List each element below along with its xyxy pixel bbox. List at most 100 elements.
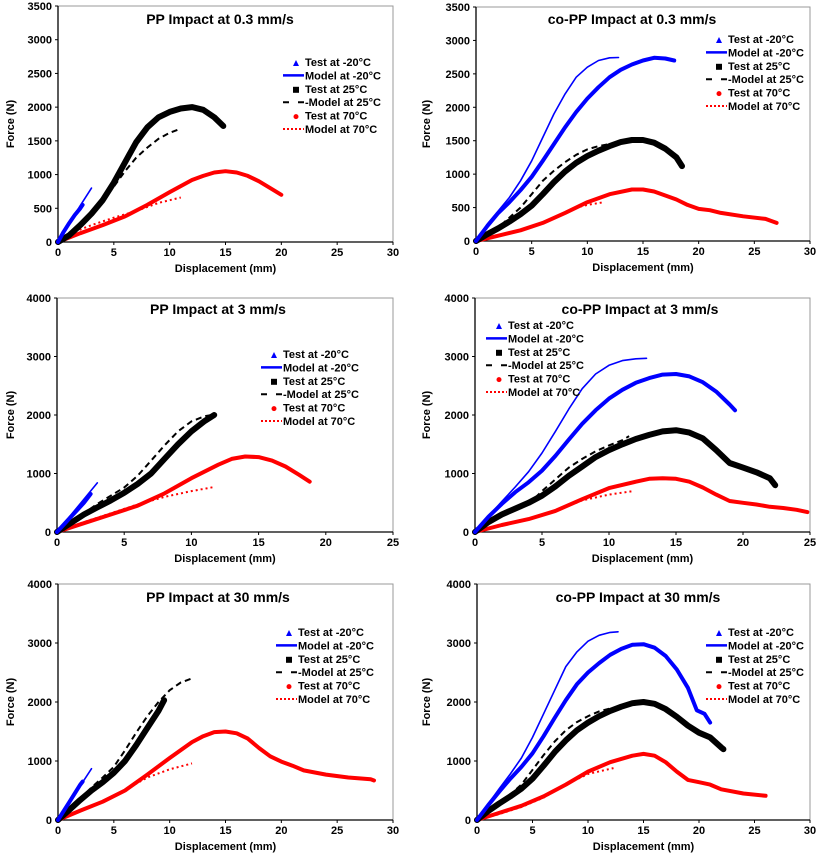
y-tick-label: 2000 xyxy=(28,102,52,114)
x-tick-label: 20 xyxy=(737,537,749,549)
legend-label: Test at 25°C xyxy=(728,654,790,666)
legend-item: Model at -20°C xyxy=(486,333,584,345)
y-tick-label: 3000 xyxy=(446,35,470,47)
legend-marker-square xyxy=(716,656,722,663)
legend-marker-dot xyxy=(271,406,277,412)
legend-item: Test at 70°C xyxy=(286,681,360,693)
y-tick-label: 2000 xyxy=(445,410,469,422)
legend-item: Model at -20°C xyxy=(261,362,359,374)
y-axis-label: Force (N) xyxy=(421,391,433,440)
x-tick-label: 10 xyxy=(164,247,176,259)
y-axis-label: Force (N) xyxy=(421,100,433,149)
y-axis-label: Force (N) xyxy=(5,100,17,149)
legend-marker-triangle xyxy=(716,37,722,43)
x-tick-label: 5 xyxy=(529,825,535,837)
legend-item: Model at 70°C xyxy=(283,124,377,136)
series-line-3 xyxy=(476,707,611,821)
legend-label: Test at 70°C xyxy=(508,374,570,386)
legend-label: Model at 70°C xyxy=(298,694,370,706)
x-tick-label: 5 xyxy=(121,537,127,549)
x-tick-label: 30 xyxy=(804,246,816,258)
series-line-2 xyxy=(55,697,168,823)
legend-item: Model at -20°C xyxy=(283,70,381,82)
y-tick-label: 3500 xyxy=(28,1,52,13)
legend-item: Test at -20°C xyxy=(271,349,349,361)
chart-panel-4: 0 5 10 15 20 25 0 1000 2000 3000 4000 co-PP Impact … xyxy=(421,293,816,565)
legend-marker-square xyxy=(293,86,299,93)
chart-panel-2: 0 5 10 15 20 25 30 0 500 1000 1500 2000 2500 3000 3500… xyxy=(421,2,816,274)
chart-title: co-PP Impact at 3 mm/s xyxy=(562,301,719,317)
legend-item: Test at 25°C xyxy=(496,347,570,359)
legend-item: Test at 70°C xyxy=(716,681,790,693)
chart-panel-3: 0 5 10 15 20 25 0 1000 2000 3000 4000 PP Impact at … xyxy=(5,293,399,565)
legend-label: -Model at 25°C xyxy=(728,74,804,86)
series-line-3 xyxy=(474,435,630,533)
x-tick-label: 20 xyxy=(275,825,287,837)
legend-label: Test at 25°C xyxy=(305,84,367,96)
y-tick-label: 4000 xyxy=(28,579,52,591)
series-line-2 xyxy=(473,137,685,244)
series-line-4 xyxy=(56,729,376,822)
series-line-3 xyxy=(57,127,182,243)
legend-label: Model at -20°C xyxy=(508,333,584,345)
legend-marker-triangle xyxy=(271,352,277,358)
series-line-5 xyxy=(476,767,614,821)
series-line-1 xyxy=(474,357,648,533)
x-tick-label: 20 xyxy=(275,247,287,259)
y-tick-label: 2500 xyxy=(28,68,52,80)
legend-marker-square xyxy=(286,656,292,663)
legend-label: Test at -20°C xyxy=(298,627,364,639)
x-tick-label: 10 xyxy=(603,537,615,549)
legend-label: Model at -20°C xyxy=(305,70,381,82)
legend-label: Test at 70°C xyxy=(283,403,345,415)
legend-label: Test at 25°C xyxy=(298,654,360,666)
legend-item: Test at 25°C xyxy=(716,654,790,666)
legend-item: Model at 70°C xyxy=(486,387,580,399)
legend-label: -Model at 25°C xyxy=(305,97,381,109)
legend-item: Model at 70°C xyxy=(706,694,800,706)
x-tick-label: 0 xyxy=(474,825,480,837)
y-tick-label: 0 xyxy=(463,527,469,539)
legend-label: Model at 70°C xyxy=(508,387,580,399)
legend-item: Model at -20°C xyxy=(706,47,804,59)
legend-marker-triangle xyxy=(496,323,502,329)
series-line-2 xyxy=(54,412,218,535)
y-tick-label: 4000 xyxy=(27,293,51,305)
chart-panel-6: 0 5 10 15 20 25 30 0 1000 2000 3000 4000 co-PP Impac… xyxy=(421,579,816,853)
chart-title: PP Impact at 0.3 mm/s xyxy=(146,11,294,27)
x-tick-label: 10 xyxy=(581,246,593,258)
y-tick-label: 3000 xyxy=(445,352,469,364)
legend-label: Test at -20°C xyxy=(728,34,794,46)
legend-label: -Model at 25°C xyxy=(298,667,374,679)
y-tick-label: 3000 xyxy=(27,352,51,364)
series-line-4 xyxy=(56,169,284,244)
x-tick-label: 5 xyxy=(529,246,535,258)
y-axis-label: Force (N) xyxy=(5,391,17,440)
chart-title: PP Impact at 3 mm/s xyxy=(150,301,286,317)
chart-title: co-PP Impact at 0.3 mm/s xyxy=(548,11,717,27)
legend-label: Test at 70°C xyxy=(728,681,790,693)
legend-marker-dot xyxy=(293,114,299,120)
y-axis-label: Force (N) xyxy=(421,678,433,727)
series-line-1 xyxy=(57,767,93,821)
y-tick-label: 0 xyxy=(46,237,52,249)
x-tick-label: 25 xyxy=(331,247,343,259)
x-tick-label: 15 xyxy=(637,246,649,258)
y-tick-label: 1000 xyxy=(28,756,52,768)
y-tick-label: 1000 xyxy=(446,169,470,181)
legend-item: -Model at 25°C xyxy=(283,97,381,109)
y-tick-label: 500 xyxy=(34,203,52,215)
x-tick-label: 15 xyxy=(252,537,264,549)
series-line-4 xyxy=(475,751,768,822)
legend-label: Model at 70°C xyxy=(305,124,377,136)
y-tick-label: 2000 xyxy=(446,102,470,114)
legend-item: Test at 70°C xyxy=(271,403,345,415)
series-line-1 xyxy=(475,56,620,242)
legend-label: Model at -20°C xyxy=(728,640,804,652)
legend-label: Test at -20°C xyxy=(508,320,574,332)
legend-label: Model at -20°C xyxy=(728,47,804,59)
